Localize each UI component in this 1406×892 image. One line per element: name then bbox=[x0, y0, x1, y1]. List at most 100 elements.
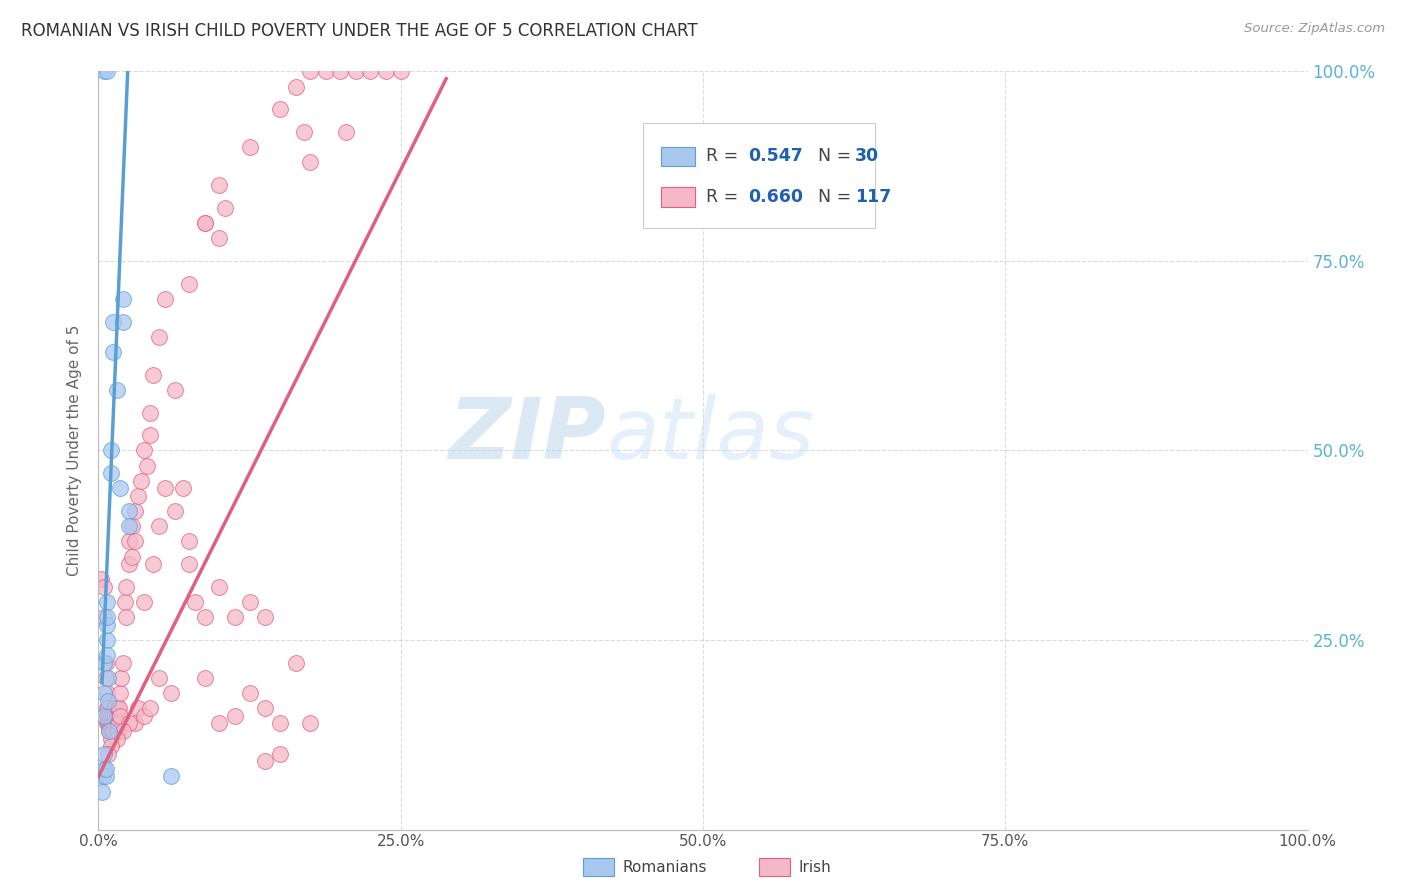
Point bbox=[299, 64, 322, 78]
Point bbox=[104, 716, 127, 731]
Point bbox=[103, 701, 125, 715]
Point bbox=[108, 708, 131, 723]
Point bbox=[208, 231, 231, 245]
Point bbox=[93, 762, 115, 776]
Point bbox=[93, 708, 115, 723]
Point bbox=[134, 595, 156, 609]
Point bbox=[96, 686, 118, 700]
Point bbox=[124, 716, 146, 731]
Point bbox=[96, 708, 118, 723]
Point bbox=[108, 708, 131, 723]
Point bbox=[142, 557, 165, 572]
Point bbox=[105, 724, 128, 739]
Text: R =: R = bbox=[706, 188, 744, 206]
Point bbox=[148, 671, 170, 685]
Text: Irish: Irish bbox=[799, 860, 831, 874]
Point bbox=[129, 474, 152, 488]
Text: atlas: atlas bbox=[606, 393, 814, 477]
Point bbox=[107, 701, 129, 715]
Point bbox=[329, 64, 352, 78]
Point bbox=[98, 724, 121, 739]
Point bbox=[98, 716, 121, 731]
Point bbox=[208, 716, 231, 731]
Point bbox=[96, 64, 118, 78]
Point bbox=[269, 103, 291, 117]
Point bbox=[98, 724, 121, 739]
Point bbox=[97, 716, 120, 731]
Point bbox=[214, 201, 236, 215]
Point bbox=[269, 747, 291, 761]
Point bbox=[91, 785, 114, 799]
Point bbox=[94, 671, 117, 685]
Point bbox=[124, 504, 146, 518]
Point bbox=[108, 701, 131, 715]
Point bbox=[103, 716, 125, 731]
Point bbox=[105, 731, 128, 746]
Point bbox=[299, 155, 322, 169]
Point bbox=[111, 292, 134, 306]
Point bbox=[103, 724, 125, 739]
Point bbox=[335, 125, 357, 139]
Point bbox=[142, 368, 165, 382]
Point bbox=[96, 648, 118, 662]
Point bbox=[96, 701, 118, 715]
Point bbox=[100, 731, 122, 746]
Point bbox=[96, 633, 118, 648]
Point bbox=[139, 428, 162, 442]
Point bbox=[94, 656, 117, 670]
Point bbox=[284, 79, 307, 94]
Point bbox=[269, 716, 291, 731]
Point bbox=[139, 405, 162, 420]
Point bbox=[160, 769, 183, 784]
Text: N =: N = bbox=[807, 188, 858, 206]
Point bbox=[224, 708, 246, 723]
Point bbox=[114, 595, 136, 609]
Point bbox=[96, 595, 118, 609]
Point bbox=[299, 716, 322, 731]
Point bbox=[139, 701, 162, 715]
Point bbox=[224, 610, 246, 624]
Point bbox=[172, 482, 194, 496]
Point bbox=[254, 610, 277, 624]
Point bbox=[179, 557, 201, 572]
Point bbox=[254, 755, 277, 769]
Point bbox=[292, 125, 315, 139]
Point bbox=[108, 482, 131, 496]
Text: Romanians: Romanians bbox=[623, 860, 707, 874]
Point bbox=[93, 686, 115, 700]
Text: 117: 117 bbox=[855, 188, 891, 206]
Point bbox=[111, 724, 134, 739]
Point bbox=[100, 739, 122, 753]
Point bbox=[208, 178, 231, 193]
Point bbox=[110, 671, 132, 685]
Text: Source: ZipAtlas.com: Source: ZipAtlas.com bbox=[1244, 22, 1385, 36]
Point bbox=[194, 216, 217, 230]
Point bbox=[97, 708, 120, 723]
Text: R =: R = bbox=[706, 147, 744, 166]
Text: 0.547: 0.547 bbox=[748, 147, 803, 166]
Point bbox=[101, 344, 124, 359]
Text: ROMANIAN VS IRISH CHILD POVERTY UNDER THE AGE OF 5 CORRELATION CHART: ROMANIAN VS IRISH CHILD POVERTY UNDER TH… bbox=[21, 22, 697, 40]
Point bbox=[94, 762, 117, 776]
Point bbox=[315, 64, 337, 78]
Point bbox=[160, 686, 183, 700]
Point bbox=[100, 443, 122, 458]
Point bbox=[111, 314, 134, 328]
Point bbox=[100, 467, 122, 481]
Point bbox=[360, 64, 382, 78]
Text: 0.660: 0.660 bbox=[748, 188, 803, 206]
Point bbox=[96, 716, 118, 731]
Point bbox=[115, 580, 138, 594]
Point bbox=[104, 708, 127, 723]
Point bbox=[118, 557, 141, 572]
Point bbox=[118, 519, 141, 533]
Point bbox=[105, 716, 128, 731]
Point bbox=[179, 534, 201, 549]
Point bbox=[105, 383, 128, 397]
Point bbox=[100, 716, 122, 731]
Point bbox=[148, 330, 170, 344]
Point bbox=[127, 489, 149, 503]
Point bbox=[184, 595, 207, 609]
Point bbox=[134, 443, 156, 458]
Point bbox=[101, 724, 124, 739]
